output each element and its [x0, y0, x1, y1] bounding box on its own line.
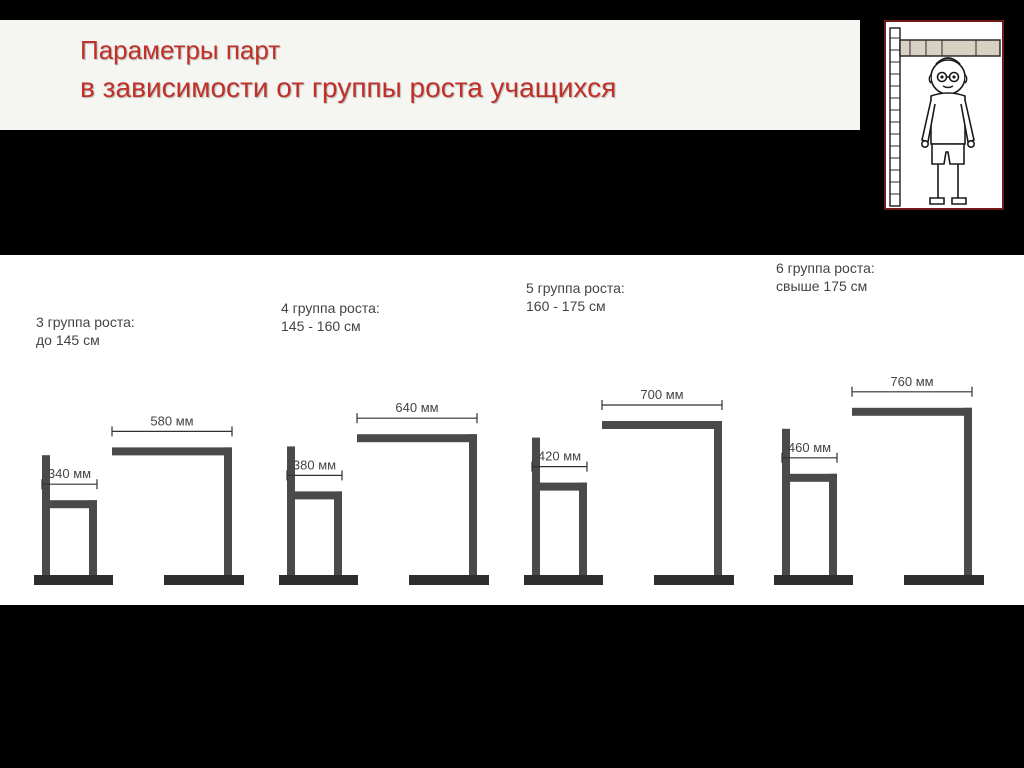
desk-group-6: 460 мм 760 мм 6 группа роста: свыше 175 см — [774, 260, 984, 585]
desk-group-4: 380 мм 640 мм 4 группа роста: 145 - 160 см — [279, 300, 489, 585]
group-title: 4 группа роста: — [281, 300, 380, 316]
seat-height-label: 460 мм — [788, 440, 831, 455]
seat-height-label: 380 мм — [293, 457, 336, 472]
seat-height-label: 340 мм — [48, 466, 91, 481]
desk-diagram-panel: 340 мм 580 мм 3 группа роста: до 145 см 380 … — [0, 255, 1024, 605]
header-band: Параметры парт в зависимости от группы р… — [0, 20, 860, 130]
group-range: 145 - 160 см — [281, 318, 361, 334]
desk-diagram-svg: 340 мм 580 мм 3 группа роста: до 145 см 380 … — [0, 255, 1024, 605]
group-range: до 145 см — [36, 332, 100, 348]
page-title-line2: в зависимости от группы роста учащихся — [80, 68, 860, 107]
group-title: 5 группа роста: — [526, 280, 625, 296]
group-title: 3 группа роста: — [36, 314, 135, 330]
desk-group-3: 340 мм 580 мм 3 группа роста: до 145 см — [34, 314, 244, 585]
desk-height-label: 700 мм — [640, 387, 683, 402]
group-title: 6 группа роста: — [776, 260, 875, 276]
height-measure-illustration — [884, 20, 1004, 210]
group-range: 160 - 175 см — [526, 298, 606, 314]
desk-height-label: 760 мм — [890, 374, 933, 389]
desk-group-5: 420 мм 700 мм 5 группа роста: 160 - 175 см — [524, 280, 734, 585]
page-title-line1: Параметры парт — [80, 32, 860, 68]
desk-height-label: 580 мм — [150, 413, 193, 428]
seat-height-label: 420 мм — [538, 449, 581, 464]
desk-height-label: 640 мм — [395, 400, 438, 415]
group-range: свыше 175 см — [776, 278, 867, 294]
